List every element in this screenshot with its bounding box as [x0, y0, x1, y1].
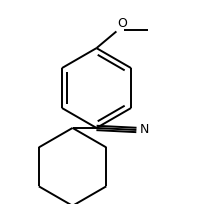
Text: N: N — [139, 123, 149, 137]
Text: O: O — [117, 17, 127, 31]
